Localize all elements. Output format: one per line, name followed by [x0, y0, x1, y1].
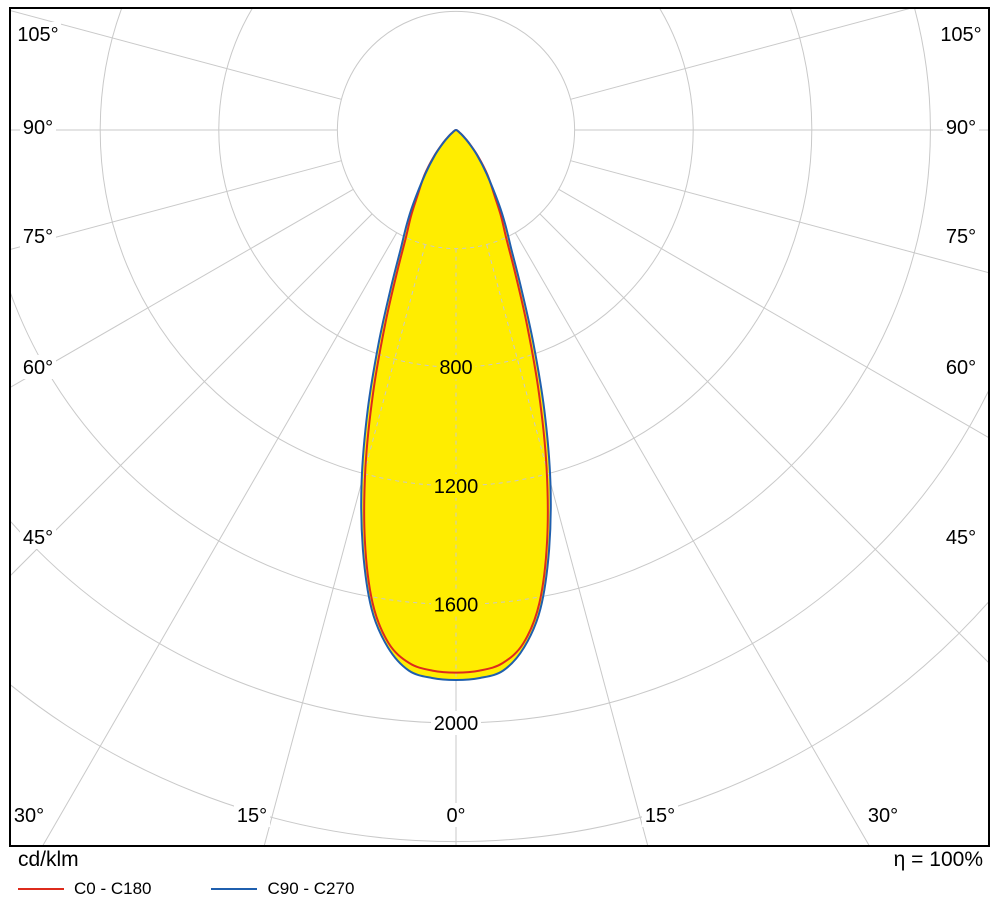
svg-text:30°: 30°	[868, 805, 898, 827]
plot-border	[9, 7, 990, 847]
svg-text:60°: 60°	[946, 357, 976, 379]
legend-item-c90: C90 - C270	[211, 879, 354, 899]
svg-text:15°: 15°	[237, 805, 267, 827]
c0-line-swatch	[18, 888, 64, 890]
svg-text:45°: 45°	[946, 527, 976, 549]
legend-label-c0: C0 - C180	[74, 879, 152, 898]
svg-text:60°: 60°	[23, 357, 53, 379]
svg-text:75°: 75°	[23, 226, 53, 248]
unit-label: cd/klm	[18, 848, 79, 871]
svg-text:0°: 0°	[446, 805, 465, 827]
svg-text:105°: 105°	[940, 24, 981, 46]
legend-label-c90: C90 - C270	[267, 879, 355, 898]
svg-text:105°: 105°	[17, 24, 58, 46]
ring-value-labels: 800 1200 1600 2000	[431, 355, 481, 735]
legend: C0 - C180 C90 - C270	[18, 879, 354, 899]
svg-text:90°: 90°	[23, 117, 53, 139]
beam-fill	[361, 130, 551, 680]
svg-text:75°: 75°	[946, 226, 976, 248]
curve-c90-c270	[360, 129, 552, 681]
svg-text:2000: 2000	[434, 713, 479, 735]
legend-item-c0: C0 - C180	[18, 879, 151, 899]
efficiency-label: η = 100%	[893, 848, 983, 871]
angle-labels: 0° 15° 15° 30° 30° 45° 45° 60° 60° 75° 75° 90° 90° 10…	[12, 22, 984, 827]
svg-text:45°: 45°	[23, 527, 53, 549]
c90-line-swatch	[211, 888, 258, 890]
svg-text:800: 800	[439, 357, 472, 379]
svg-text:30°: 30°	[14, 805, 44, 827]
svg-text:1600: 1600	[434, 594, 479, 616]
svg-text:1200: 1200	[434, 476, 479, 498]
svg-text:90°: 90°	[946, 117, 976, 139]
svg-text:15°: 15°	[645, 805, 675, 827]
